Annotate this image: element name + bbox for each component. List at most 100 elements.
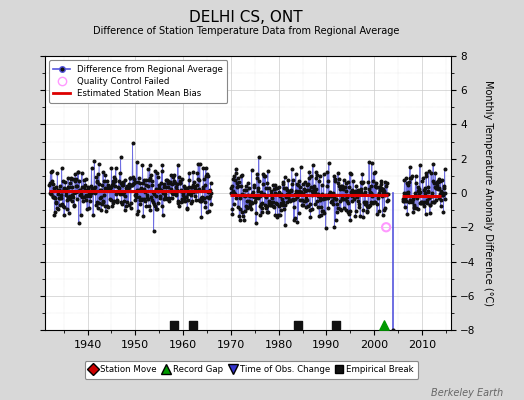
Point bbox=[53, 205, 61, 212]
Point bbox=[351, 192, 359, 199]
Point bbox=[54, 205, 63, 212]
Point bbox=[93, 199, 102, 205]
Point bbox=[99, 169, 107, 175]
Point bbox=[347, 193, 356, 199]
Point bbox=[98, 182, 106, 188]
Point bbox=[94, 170, 102, 177]
Point bbox=[277, 200, 285, 206]
Point bbox=[379, 189, 388, 195]
Point bbox=[283, 199, 291, 205]
Point bbox=[333, 209, 341, 215]
Point bbox=[377, 181, 386, 188]
Point bbox=[143, 202, 151, 209]
Point bbox=[251, 199, 259, 205]
Point bbox=[103, 203, 112, 209]
Point bbox=[195, 177, 203, 183]
Point bbox=[46, 169, 54, 175]
Point bbox=[364, 203, 373, 210]
Point bbox=[118, 182, 126, 188]
Point bbox=[207, 190, 215, 196]
Point bbox=[336, 186, 345, 192]
Point bbox=[369, 170, 378, 176]
Point bbox=[154, 200, 162, 206]
Point bbox=[119, 179, 127, 185]
Point bbox=[77, 190, 85, 197]
Point bbox=[134, 194, 143, 200]
Point bbox=[236, 217, 244, 223]
Point bbox=[308, 205, 316, 212]
Point bbox=[54, 187, 62, 193]
Point bbox=[167, 186, 175, 193]
Point bbox=[323, 178, 332, 184]
Point bbox=[333, 205, 342, 212]
Point bbox=[341, 195, 350, 202]
Point bbox=[106, 185, 114, 191]
Point bbox=[411, 193, 419, 199]
Point bbox=[237, 173, 245, 179]
Point bbox=[140, 196, 148, 202]
Point bbox=[126, 205, 135, 211]
Point bbox=[342, 180, 351, 186]
Point bbox=[58, 188, 66, 194]
Point bbox=[365, 186, 374, 192]
Legend: Station Move, Record Gap, Time of Obs. Change, Empirical Break: Station Move, Record Gap, Time of Obs. C… bbox=[85, 361, 418, 379]
Point bbox=[355, 189, 363, 196]
Point bbox=[273, 214, 281, 220]
Point bbox=[133, 187, 141, 193]
Point bbox=[383, 180, 391, 186]
Point bbox=[137, 187, 146, 194]
Point bbox=[121, 193, 129, 200]
Point bbox=[309, 161, 317, 168]
Point bbox=[370, 199, 378, 206]
Point bbox=[107, 196, 115, 203]
Point bbox=[339, 196, 347, 202]
Point bbox=[143, 192, 151, 198]
Point bbox=[234, 183, 243, 190]
Point bbox=[298, 181, 307, 188]
Point bbox=[258, 200, 266, 206]
Point bbox=[315, 212, 323, 219]
Point bbox=[270, 204, 278, 210]
Point bbox=[433, 186, 442, 192]
Point bbox=[52, 184, 60, 190]
Point bbox=[72, 183, 81, 190]
Point bbox=[195, 161, 204, 167]
Point bbox=[253, 175, 261, 181]
Point bbox=[437, 188, 445, 194]
Point bbox=[181, 185, 189, 191]
Point bbox=[189, 189, 198, 196]
Point bbox=[169, 190, 177, 197]
Point bbox=[293, 181, 301, 188]
Point bbox=[361, 185, 369, 192]
Point bbox=[68, 184, 77, 190]
Point bbox=[169, 178, 178, 184]
Point bbox=[155, 185, 163, 192]
Point bbox=[103, 178, 111, 184]
Point bbox=[307, 214, 315, 220]
Point bbox=[412, 180, 421, 187]
Point bbox=[377, 178, 385, 184]
Point bbox=[363, 209, 371, 215]
Point bbox=[250, 198, 259, 204]
Point bbox=[244, 180, 252, 186]
Point bbox=[353, 190, 361, 196]
Point bbox=[431, 170, 439, 176]
Point bbox=[257, 209, 266, 216]
Point bbox=[321, 195, 330, 201]
Point bbox=[400, 177, 409, 183]
Point bbox=[130, 180, 138, 186]
Point bbox=[242, 183, 250, 190]
Point bbox=[81, 186, 89, 193]
Point bbox=[255, 193, 264, 200]
Point bbox=[275, 203, 283, 209]
Point bbox=[86, 198, 94, 204]
Point bbox=[109, 178, 117, 184]
Point bbox=[192, 188, 201, 194]
Point bbox=[97, 187, 106, 193]
Point bbox=[300, 186, 308, 192]
Point bbox=[163, 184, 172, 190]
Point bbox=[320, 210, 329, 216]
Point bbox=[265, 200, 274, 206]
Point bbox=[439, 209, 447, 216]
Point bbox=[196, 198, 204, 204]
